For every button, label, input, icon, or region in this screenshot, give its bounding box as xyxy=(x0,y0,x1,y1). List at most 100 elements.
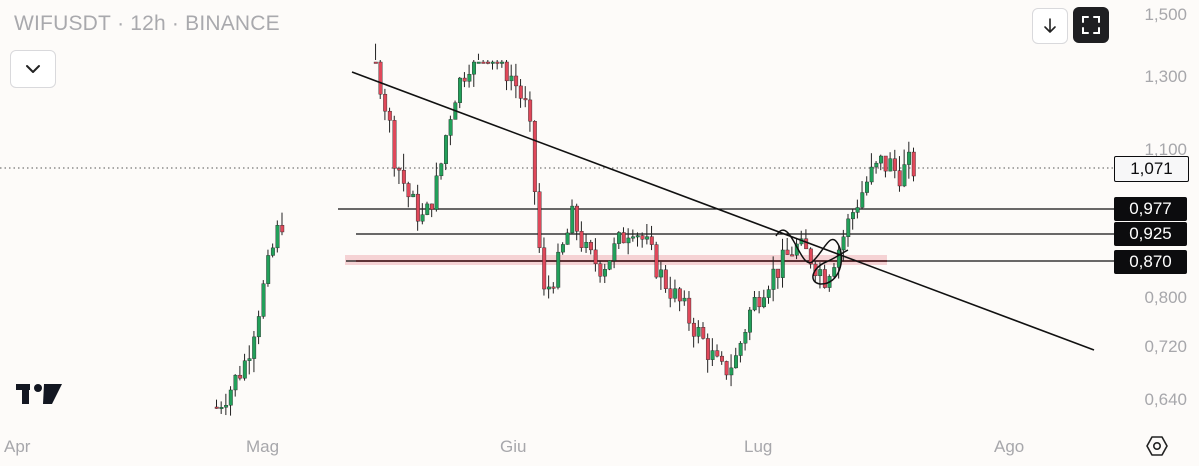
settings-hexagon-icon[interactable] xyxy=(1146,435,1168,457)
candle-body xyxy=(228,389,233,406)
candle-body xyxy=(705,338,710,360)
interval-label: 12h xyxy=(130,12,166,35)
candle-body xyxy=(715,350,720,357)
candle-body xyxy=(378,61,383,95)
exchange-label: BINANCE xyxy=(185,12,280,35)
candle-body xyxy=(224,405,229,408)
fullscreen-icon xyxy=(1082,16,1100,34)
candle-body xyxy=(766,289,771,298)
candle-body xyxy=(710,350,715,360)
candle-body xyxy=(822,269,827,288)
candle-body xyxy=(406,183,411,198)
candle-body xyxy=(607,260,612,270)
candle-body xyxy=(247,358,252,361)
candle-body xyxy=(621,232,626,244)
y-tick-label: 0,640 xyxy=(1144,390,1187,409)
candle-body xyxy=(598,263,603,277)
candle-body xyxy=(874,162,879,168)
candle-body xyxy=(509,75,514,82)
x-tick-label: Mag xyxy=(246,437,280,456)
collapse-button[interactable] xyxy=(10,50,56,88)
candle-body xyxy=(252,336,257,359)
candle-body xyxy=(865,181,869,193)
candle-body xyxy=(850,212,855,220)
fullscreen-button[interactable] xyxy=(1073,7,1109,43)
title-separator: · xyxy=(171,12,180,35)
candle-body xyxy=(743,332,748,344)
candle-body xyxy=(645,236,650,240)
candle-body xyxy=(748,309,752,333)
candle-body xyxy=(574,205,579,232)
candle-body xyxy=(387,110,392,121)
arrow-down-icon xyxy=(1044,18,1056,33)
candle-body xyxy=(495,61,500,64)
candle-body xyxy=(448,119,453,136)
candle-body xyxy=(888,158,893,172)
candle-body xyxy=(640,235,645,240)
y-tick-label: 0,800 xyxy=(1144,288,1187,307)
candle-body xyxy=(855,207,860,213)
chevron-down-icon xyxy=(26,65,40,73)
candle-body xyxy=(429,203,434,210)
tradingview-logo xyxy=(16,384,62,404)
candle-body xyxy=(677,288,682,302)
candle-body xyxy=(425,203,430,215)
candle-body xyxy=(603,269,607,277)
candle-body xyxy=(734,355,738,369)
candle-body xyxy=(514,75,519,87)
candle-body xyxy=(411,193,416,198)
candle-body xyxy=(701,327,706,339)
candle-body xyxy=(439,163,444,177)
candle-body xyxy=(537,191,542,248)
candle-body xyxy=(869,166,874,183)
candle-body xyxy=(649,236,654,245)
candle-body xyxy=(836,249,841,268)
x-tick-label: Apr xyxy=(4,437,31,456)
trendline xyxy=(351,71,1095,351)
candle-body xyxy=(846,218,851,238)
candle-body xyxy=(242,360,247,379)
candle-body xyxy=(504,61,509,82)
candle-body xyxy=(560,244,565,253)
candle-body xyxy=(565,232,570,245)
candle-body xyxy=(584,242,589,248)
level-badge: 0,925 xyxy=(1114,222,1187,246)
candle-body xyxy=(682,297,687,302)
candle-body xyxy=(462,77,467,82)
candle-body xyxy=(780,249,785,278)
candle-body xyxy=(280,225,285,233)
scroll-down-button[interactable] xyxy=(1032,8,1068,44)
candle-body xyxy=(832,267,837,277)
candle-body xyxy=(785,249,790,255)
candle-body xyxy=(523,98,528,101)
candle-body xyxy=(467,74,472,82)
candle-body xyxy=(532,120,537,192)
candle-body xyxy=(579,231,584,248)
candle-body xyxy=(270,247,275,256)
candle-body xyxy=(907,151,912,165)
symbol-title: WIFUSDT · 12h · BINANCE xyxy=(14,12,280,36)
candle-body xyxy=(556,251,561,288)
candle-body xyxy=(542,247,547,290)
candle-body xyxy=(879,155,883,164)
candle-body xyxy=(472,61,476,75)
candle-body xyxy=(729,367,734,376)
candle-body xyxy=(696,327,701,337)
x-tick-label: Lug xyxy=(744,437,773,456)
candle-body xyxy=(458,77,462,103)
candle-body xyxy=(776,268,781,278)
candle-body xyxy=(490,61,495,64)
candle-body xyxy=(444,135,448,164)
candle-body xyxy=(668,288,673,299)
title-separator: · xyxy=(117,12,125,35)
y-tick-label: 1,300 xyxy=(1144,67,1187,86)
candle-body xyxy=(687,297,692,324)
candle-body xyxy=(893,158,897,171)
candle-body xyxy=(275,225,280,249)
candle-body xyxy=(551,286,556,289)
candle-body xyxy=(808,248,813,265)
current-price-badge: 1,071 xyxy=(1114,156,1189,182)
candle-body xyxy=(790,254,795,257)
candle-body xyxy=(663,269,668,289)
